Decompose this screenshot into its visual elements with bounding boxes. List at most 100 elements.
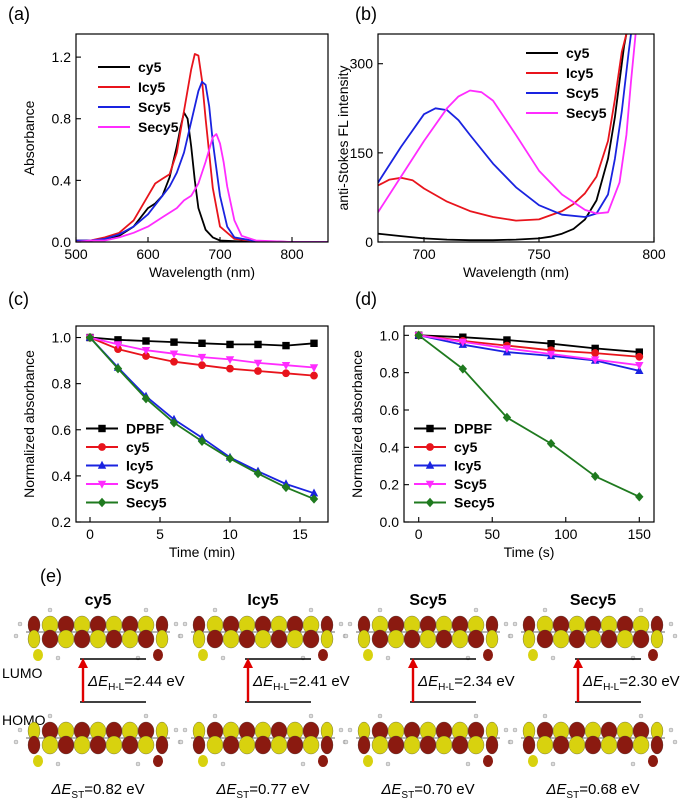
series-group: [85, 332, 319, 504]
orbital-lobe: [198, 649, 208, 661]
lumo-orbital: [178, 607, 348, 661]
atom: [220, 761, 226, 767]
gap-energy: ΔEH-L=2.30 eV: [582, 673, 680, 693]
y-tick-label: 0.2: [380, 477, 400, 493]
x-axis-label: Wavelength (nm): [463, 264, 569, 280]
orbital-lobe: [485, 735, 499, 755]
orbital-lobe: [320, 629, 334, 649]
data-point-dpbf: [503, 336, 511, 344]
data-point-secy5: [502, 412, 512, 423]
orbital-lobe: [286, 629, 304, 649]
panel-c-label: (c): [8, 289, 29, 309]
data-point-secy5: [546, 438, 556, 449]
data-point-scy5: [113, 341, 123, 350]
panel-d: (d) 0 50 100 150 0.0 0.2 0.4 0.6 0.8 1.0 Time (s) N…: [349, 289, 655, 560]
x-tick-label: 800: [642, 246, 666, 262]
y-tick-label: 1.0: [380, 327, 400, 343]
atom: [343, 633, 349, 639]
y-tick-label: 0: [365, 234, 373, 250]
orbital-lobe: [371, 735, 389, 755]
legend-label: Icy5: [126, 458, 153, 474]
plot-frame: [403, 325, 655, 523]
atom: [17, 727, 23, 733]
orbital-lobe: [73, 735, 91, 755]
atom: [512, 621, 518, 627]
singlet-triplet-gap: ΔEST=0.70 eV: [380, 781, 474, 801]
atom: [308, 713, 314, 719]
atom: [338, 621, 344, 627]
molecule-name: Scy5: [409, 592, 446, 609]
data-point-secy5: [635, 492, 644, 502]
atom: [473, 713, 479, 719]
data-point-secy5: [141, 393, 151, 404]
molecule-cy5: cy5 ΔEH-L=2.44 eV ΔEST=0.82 eV: [13, 592, 185, 801]
orbital-lobe: [419, 735, 437, 755]
orbital-lobe: [270, 629, 288, 649]
panel-e-label: (e): [40, 566, 62, 586]
legend-marker: [97, 460, 107, 469]
orbital-lobe: [650, 735, 664, 755]
data-point-cy5: [591, 349, 600, 357]
excitation-arrowhead: [573, 658, 583, 668]
legend-marker: [98, 424, 106, 433]
atom: [638, 607, 644, 613]
data-point-cy5: [170, 357, 178, 366]
atom: [630, 761, 636, 767]
series-line-cy5: [378, 34, 628, 242]
y-tick-label: 0.8: [52, 376, 72, 392]
orbital-lobe: [320, 735, 334, 755]
gap-energy: ΔEH-L=2.44 eV: [87, 673, 185, 693]
plot-frame: [75, 33, 329, 243]
x-tick-label: 10: [222, 526, 238, 542]
orbital-lobe: [121, 629, 139, 649]
data-point-icy5: [309, 488, 319, 497]
orbital-lobe: [387, 629, 405, 649]
gap-energy: ΔEH-L=2.34 eV: [417, 673, 515, 693]
orbital-lobe: [27, 629, 41, 649]
orbital-lobe: [198, 755, 208, 767]
orbital-lobe: [371, 629, 389, 649]
orbital-lobe: [451, 735, 469, 755]
orbital-lobe: [568, 735, 586, 755]
orbital-lobe: [483, 649, 493, 661]
data-point-secy5: [197, 436, 207, 446]
data-point-icy5: [635, 366, 644, 374]
orbital-lobe: [254, 629, 272, 649]
homo-orbital: [508, 713, 678, 767]
legend-label: Secy5: [454, 495, 495, 511]
orbital-lobe: [155, 629, 169, 649]
atom: [343, 739, 349, 745]
legend-label: Scy5: [138, 99, 171, 115]
data-point-secy5: [281, 482, 291, 493]
series-line-icy5: [418, 334, 640, 372]
orbital-lobe: [467, 735, 485, 755]
legend-marker: [97, 497, 107, 508]
atom: [347, 727, 353, 733]
orbital-lobe: [632, 629, 650, 649]
orbital-lobe: [632, 735, 650, 755]
atom: [668, 621, 674, 627]
atom: [542, 713, 548, 719]
data-point-scy5: [169, 350, 179, 359]
molecule-name: cy5: [85, 592, 112, 609]
y-tick-label: 0.6: [380, 402, 400, 418]
data-point-scy5: [225, 356, 235, 365]
orbital-lobe: [363, 755, 373, 767]
atom: [512, 727, 518, 733]
orbital-lobe: [318, 755, 328, 767]
y-tick-label: 0.0: [52, 234, 72, 250]
orbital-lobe: [568, 629, 586, 649]
data-point-scy5: [197, 353, 207, 362]
data-point-cy5: [635, 352, 644, 361]
atom: [143, 607, 149, 613]
legend-label: Scy5: [454, 476, 487, 492]
data-point-dpbf: [547, 340, 555, 348]
atom: [550, 655, 556, 661]
legend-label: cy5: [138, 59, 162, 75]
data-point-cy5: [282, 369, 290, 378]
orbital-lobe: [57, 735, 75, 755]
panel-a-label: (a): [8, 4, 30, 24]
data-point-scy5: [590, 356, 600, 365]
y-axis-label: anti-Stokes FL intensity: [335, 66, 351, 211]
data-point-scy5: [546, 350, 556, 359]
